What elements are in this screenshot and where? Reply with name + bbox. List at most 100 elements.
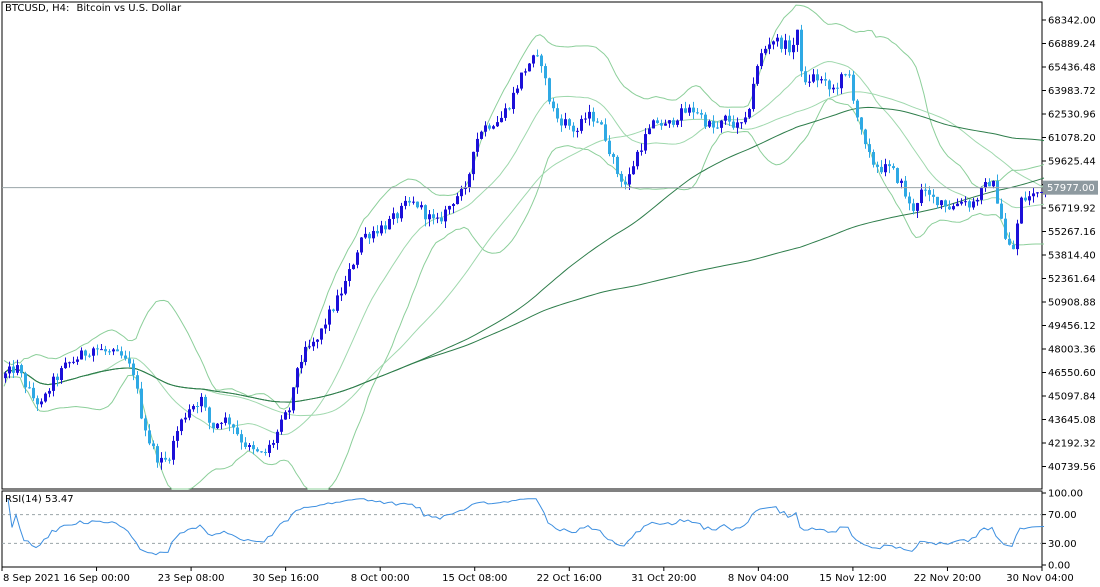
candle (368, 232, 371, 244)
candle-body (524, 71, 527, 73)
candle-body (288, 410, 291, 413)
candle (856, 99, 859, 122)
candle (568, 118, 571, 130)
rsi-title: RSI(14) 53.47 (5, 494, 74, 505)
candle-body (868, 144, 871, 153)
candle (784, 33, 787, 55)
candle-body (200, 396, 203, 407)
candle (28, 381, 31, 389)
candle-body (328, 309, 331, 325)
price-tick-label: 46550.60 (1048, 368, 1096, 379)
price-tick-label: 45097.84 (1048, 392, 1096, 403)
candle-body (1040, 191, 1043, 193)
candle-body (904, 180, 907, 197)
candle (48, 388, 51, 398)
candle (252, 441, 255, 455)
candle (900, 178, 903, 189)
candle-body (500, 117, 503, 123)
candle-body (952, 206, 955, 210)
candle-body (516, 88, 519, 93)
candle-body (756, 66, 759, 84)
candle (532, 54, 535, 68)
candle-body (436, 217, 439, 219)
candle (748, 107, 751, 119)
candle-body (16, 365, 19, 373)
time-tick-label: 8 Nov 04:00 (728, 573, 789, 584)
candle (144, 415, 147, 437)
candle-body (484, 125, 487, 132)
candle-body (568, 119, 571, 126)
candle-body (940, 200, 943, 206)
candle-body (648, 128, 651, 135)
candle (712, 115, 715, 134)
candle (104, 345, 107, 356)
candle (200, 393, 203, 413)
candle (664, 119, 667, 126)
candle (212, 422, 215, 433)
candle-body (512, 92, 515, 110)
candle-body (120, 351, 123, 356)
candle (468, 172, 471, 193)
candle-body (968, 201, 971, 208)
candle (328, 305, 331, 332)
ma50-line (3, 91, 1045, 417)
candle-body (356, 252, 359, 265)
candle-body (816, 74, 819, 81)
candle-body (604, 124, 607, 141)
candle-body (592, 111, 595, 122)
candle (688, 104, 691, 116)
candle-body (424, 205, 427, 220)
rsi-line (7, 498, 1045, 556)
candle (684, 101, 687, 114)
candle (800, 24, 803, 77)
candle (404, 195, 407, 210)
candle (924, 183, 927, 197)
candle-body (656, 120, 659, 124)
candle-body (556, 108, 559, 119)
candle-body (20, 365, 23, 374)
price-tick-label: 42192.32 (1048, 439, 1096, 450)
candle-body (628, 174, 631, 185)
candle (116, 344, 119, 352)
candle (544, 63, 547, 86)
candle-body (384, 225, 387, 230)
candle (944, 199, 947, 213)
candle (268, 440, 271, 458)
candle (628, 167, 631, 191)
candle (860, 117, 863, 135)
candle-body (140, 388, 143, 419)
price-tick-label: 56719.92 (1048, 204, 1096, 215)
candle (484, 121, 487, 137)
candle-body (348, 269, 351, 281)
candle-body (664, 123, 667, 126)
candle (472, 151, 475, 181)
candle-body (108, 351, 111, 353)
candle-body (776, 37, 779, 42)
candle (336, 289, 339, 313)
candle (1028, 190, 1031, 206)
candle (828, 79, 831, 97)
candle (300, 355, 303, 374)
price-tick-label: 49456.12 (1048, 321, 1096, 332)
candle-body (8, 366, 11, 374)
candle-body (1016, 223, 1019, 250)
candle (120, 346, 123, 359)
candle-body (992, 180, 995, 187)
candle (560, 114, 563, 132)
candle-body (1032, 193, 1035, 197)
candle-body (824, 79, 827, 81)
candle-body (228, 417, 231, 425)
candle (132, 359, 135, 381)
candle (196, 402, 199, 414)
candle-body (4, 373, 7, 379)
candle-body (608, 140, 611, 155)
candle (740, 122, 743, 129)
candle-body (428, 214, 431, 220)
candle-body (672, 120, 675, 125)
rsi-tick-label: 70.00 (1048, 510, 1077, 521)
candle-body (116, 349, 119, 352)
candle (528, 63, 531, 72)
candle-body (360, 237, 363, 253)
